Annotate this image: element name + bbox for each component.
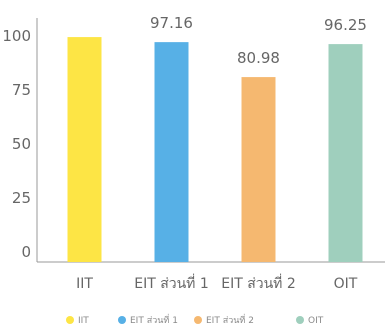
category-label-1: IIT bbox=[76, 276, 93, 292]
bar-2 bbox=[154, 42, 189, 262]
legend-swatch bbox=[194, 316, 202, 324]
legend: IIT EIT ส่วนที่ 1 EIT ส่วนที่ 2 OIT bbox=[66, 313, 324, 326]
bars bbox=[67, 37, 363, 263]
y-tick-label: 0 bbox=[21, 243, 31, 261]
legend-label: EIT ส่วนที่ 1 bbox=[130, 313, 178, 326]
legend-swatch bbox=[118, 316, 126, 324]
bar-1 bbox=[67, 37, 102, 262]
legend-label: OIT bbox=[308, 316, 324, 326]
category-label-2: EIT ส่วนที่ 1 bbox=[134, 274, 209, 292]
data-label-2: 97.16 bbox=[150, 14, 193, 32]
legend-item-2: EIT ส่วนที่ 1 bbox=[118, 313, 178, 326]
data-label-4: 96.25 bbox=[324, 16, 367, 34]
legend-swatch bbox=[296, 316, 304, 324]
legend-item-1: IIT bbox=[66, 316, 89, 326]
y-tick-labels: 100 75 50 25 0 bbox=[2, 27, 31, 261]
legend-label: EIT ส่วนที่ 2 bbox=[206, 313, 254, 326]
y-tick-label: 50 bbox=[12, 135, 31, 153]
bar-3 bbox=[241, 77, 276, 263]
legend-item-3: EIT ส่วนที่ 2 bbox=[194, 313, 254, 326]
category-label-4: OIT bbox=[334, 276, 358, 292]
y-tick-label: 100 bbox=[2, 27, 31, 45]
data-labels: 97.16 80.98 96.25 bbox=[150, 14, 367, 67]
category-labels: IIT EIT ส่วนที่ 1 EIT ส่วนที่ 2 OIT bbox=[76, 274, 358, 292]
legend-label: IIT bbox=[78, 316, 89, 326]
legend-item-4: OIT bbox=[296, 316, 324, 326]
bar-4 bbox=[328, 44, 363, 262]
data-label-3: 80.98 bbox=[237, 49, 280, 67]
legend-swatch bbox=[66, 316, 74, 324]
category-label-3: EIT ส่วนที่ 2 bbox=[221, 274, 296, 292]
y-tick-label: 25 bbox=[12, 189, 31, 207]
y-tick-label: 75 bbox=[12, 81, 31, 99]
